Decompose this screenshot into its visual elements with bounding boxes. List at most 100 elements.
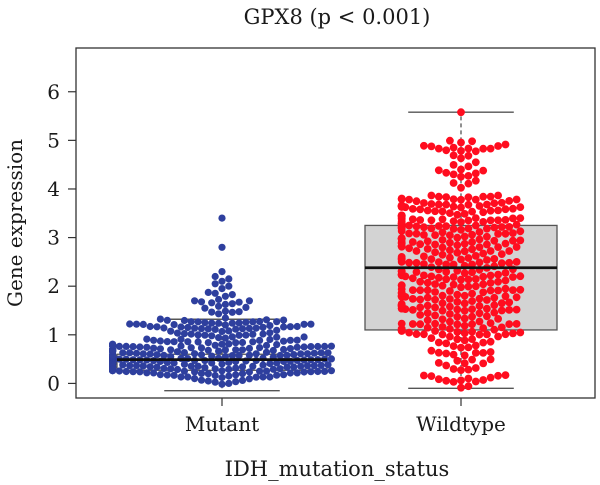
data-point bbox=[211, 280, 219, 288]
data-point bbox=[321, 367, 329, 375]
data-point bbox=[167, 365, 175, 373]
data-point bbox=[464, 193, 473, 202]
data-point bbox=[208, 352, 216, 360]
data-point bbox=[191, 297, 199, 305]
data-point bbox=[109, 340, 117, 348]
data-point bbox=[232, 339, 240, 347]
data-point bbox=[497, 299, 506, 308]
data-point bbox=[468, 320, 476, 329]
data-point bbox=[221, 321, 229, 329]
data-point bbox=[397, 211, 406, 220]
data-point bbox=[232, 346, 240, 354]
data-point bbox=[501, 239, 510, 248]
data-point bbox=[442, 222, 451, 231]
data-point bbox=[191, 350, 199, 358]
data-point bbox=[416, 303, 425, 312]
data-point bbox=[266, 359, 274, 368]
data-point bbox=[170, 321, 178, 329]
data-point bbox=[479, 338, 488, 347]
data-point bbox=[286, 336, 294, 344]
data-point bbox=[397, 194, 406, 203]
data-point bbox=[457, 376, 465, 385]
data-point bbox=[501, 284, 510, 293]
data-point bbox=[405, 229, 413, 238]
data-point bbox=[497, 259, 506, 268]
data-point bbox=[468, 268, 476, 277]
data-point bbox=[453, 290, 462, 299]
data-point bbox=[516, 236, 525, 245]
data-point bbox=[486, 373, 495, 382]
data-point bbox=[449, 202, 458, 211]
data-point bbox=[238, 346, 247, 354]
data-point bbox=[119, 361, 127, 369]
plot-frame bbox=[75, 47, 596, 399]
data-point bbox=[464, 179, 473, 188]
data-point bbox=[434, 258, 443, 266]
data-point bbox=[273, 333, 281, 341]
data-point bbox=[460, 336, 469, 345]
data-point bbox=[449, 280, 458, 289]
data-point bbox=[259, 323, 267, 331]
data-point bbox=[479, 218, 488, 226]
data-point bbox=[197, 351, 206, 359]
data-point bbox=[423, 323, 432, 332]
data-point bbox=[490, 223, 499, 232]
data-point bbox=[479, 144, 488, 153]
data-point bbox=[486, 355, 495, 364]
data-point bbox=[266, 322, 274, 330]
data-point bbox=[457, 343, 465, 352]
data-point bbox=[494, 206, 502, 215]
data-point bbox=[427, 272, 436, 281]
data-point bbox=[468, 355, 476, 364]
data-point bbox=[438, 330, 447, 339]
data-point bbox=[457, 147, 465, 155]
data-point bbox=[115, 342, 123, 350]
data-point bbox=[446, 246, 454, 255]
data-point bbox=[184, 338, 192, 346]
data-point bbox=[427, 142, 436, 151]
data-point bbox=[208, 332, 216, 340]
data-point bbox=[218, 380, 226, 388]
data-point bbox=[486, 319, 495, 327]
data-point bbox=[449, 217, 458, 226]
data-point bbox=[221, 314, 229, 322]
data-point bbox=[177, 335, 185, 343]
data-point bbox=[449, 225, 458, 233]
data-point bbox=[232, 364, 240, 372]
data-point bbox=[449, 170, 458, 179]
data-point bbox=[143, 343, 151, 351]
data-point bbox=[303, 350, 312, 358]
data-point bbox=[310, 349, 318, 357]
data-point bbox=[307, 320, 315, 328]
data-point bbox=[427, 224, 436, 233]
data-point bbox=[215, 334, 223, 342]
data-point bbox=[471, 221, 480, 230]
data-point bbox=[471, 169, 480, 178]
data-point bbox=[204, 370, 212, 378]
data-point bbox=[431, 231, 439, 240]
data-point bbox=[408, 205, 417, 213]
data-point bbox=[122, 342, 130, 350]
data-point bbox=[494, 191, 502, 200]
data-point bbox=[160, 351, 168, 359]
data-point bbox=[249, 330, 257, 338]
data-point bbox=[201, 364, 209, 372]
data-point bbox=[460, 329, 469, 338]
data-point bbox=[446, 332, 454, 341]
data-point bbox=[423, 301, 432, 310]
data-point bbox=[150, 336, 158, 344]
data-point bbox=[486, 337, 495, 346]
data-point bbox=[494, 216, 502, 225]
data-point bbox=[438, 236, 447, 244]
data-point bbox=[218, 373, 226, 382]
data-point bbox=[449, 143, 458, 152]
data-point bbox=[427, 346, 436, 355]
data-point bbox=[126, 362, 134, 370]
data-point bbox=[273, 371, 281, 379]
data-point bbox=[139, 350, 147, 358]
data-point bbox=[245, 297, 253, 305]
data-point bbox=[397, 253, 406, 261]
data-point bbox=[468, 137, 476, 146]
data-point bbox=[218, 268, 226, 276]
data-point bbox=[471, 349, 480, 357]
